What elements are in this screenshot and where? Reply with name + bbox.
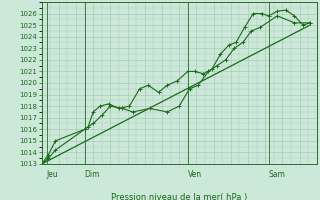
Text: Jeu: Jeu <box>47 170 59 179</box>
Text: Dim: Dim <box>84 170 100 179</box>
Text: Ven: Ven <box>188 170 202 179</box>
Text: Sam: Sam <box>269 170 285 179</box>
Text: Pression niveau de la mer( hPa ): Pression niveau de la mer( hPa ) <box>111 193 247 200</box>
